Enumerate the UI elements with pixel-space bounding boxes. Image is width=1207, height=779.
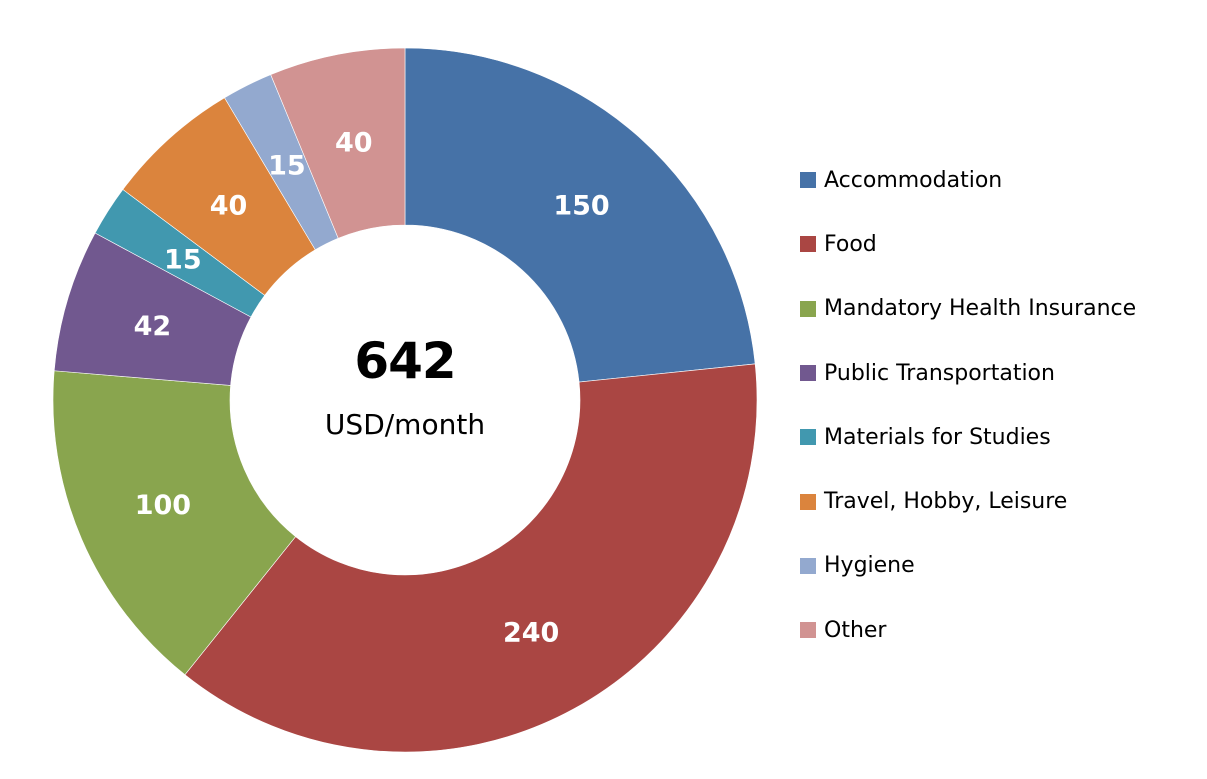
donut-slice-food (184, 363, 758, 753)
slice-value-label: 40 (210, 190, 248, 221)
slice-labels: 150 240 100 42 15 40 15 40 (134, 128, 610, 649)
slice-value-label: 15 (164, 244, 202, 275)
legend-item-health-insurance: Mandatory Health Insurance (800, 277, 1136, 341)
donut-slice-other (270, 47, 406, 239)
slice-value-label: 42 (134, 311, 172, 342)
chart-legend: Accommodation Food Mandatory Health Insu… (800, 148, 1136, 662)
slice-value-label: 40 (335, 128, 373, 159)
legend-swatch (800, 236, 816, 253)
center-unit-label: USD/month (324, 408, 486, 441)
slice-value-label: 15 (268, 150, 306, 181)
legend-swatch (800, 622, 816, 639)
legend-label: Accommodation (824, 167, 1003, 193)
slice-value-label: 150 (553, 190, 609, 221)
legend-item-hygiene: Hygiene (800, 534, 1136, 598)
legend-label: Mandatory Health Insurance (824, 296, 1137, 322)
legend-item-public-transportation: Public Transportation (800, 341, 1136, 405)
legend-item-other: Other (800, 598, 1136, 662)
slice-value-label: 100 (135, 490, 191, 521)
slice-value-label: 240 (503, 617, 559, 648)
legend-item-accommodation: Accommodation (800, 148, 1136, 212)
legend-label: Other (824, 617, 887, 643)
center-total-value: 642 (354, 332, 456, 390)
donut-slice-mandatory-health-insurance (52, 370, 297, 676)
donut-slice-accommodation (404, 47, 756, 383)
legend-label: Travel, Hobby, Leisure (824, 489, 1068, 515)
legend-item-food: Food (800, 212, 1136, 276)
legend-swatch (800, 365, 816, 382)
legend-swatch (800, 300, 816, 317)
legend-label: Food (824, 231, 877, 257)
legend-swatch (800, 557, 816, 574)
legend-swatch (800, 493, 816, 510)
legend-item-travel-hobby-leisure: Travel, Hobby, Leisure (800, 469, 1136, 533)
legend-item-materials-for-studies: Materials for Studies (800, 405, 1136, 469)
legend-label: Materials for Studies (824, 424, 1051, 450)
legend-swatch (800, 172, 816, 189)
donut-slices (52, 47, 758, 753)
legend-label: Hygiene (824, 553, 915, 579)
legend-swatch (800, 429, 816, 446)
legend-label: Public Transportation (824, 360, 1055, 386)
